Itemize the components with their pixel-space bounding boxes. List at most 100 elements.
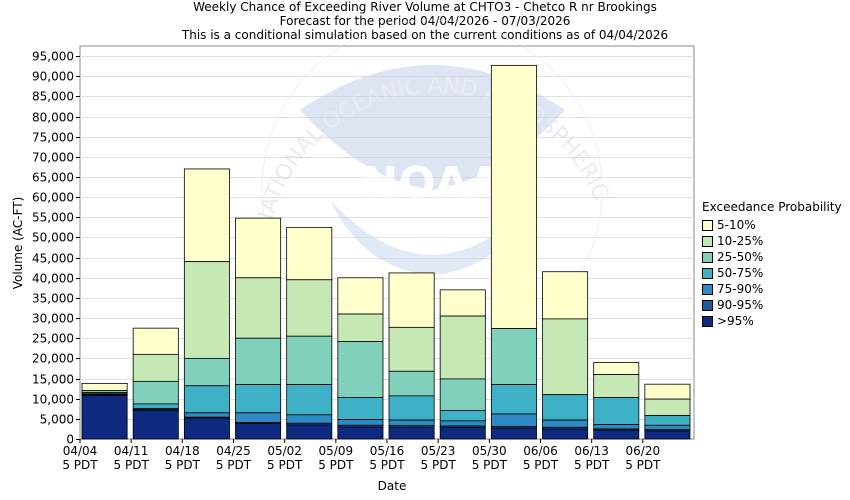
bar-segment — [235, 422, 282, 440]
bar-segment — [286, 279, 333, 337]
legend-label: 90-95% — [717, 298, 764, 312]
x-tick-label-date: 04/25 — [216, 444, 251, 458]
bar-segment — [542, 428, 589, 440]
bar-segment — [542, 419, 589, 428]
y-tick-label: 55,000 — [32, 211, 74, 225]
y-tick-label: 40,000 — [32, 272, 74, 286]
bar-segment — [490, 384, 537, 415]
legend-label: 50-75% — [717, 266, 764, 280]
chart-subtitle-conditions: This is a conditional simulation based o… — [181, 28, 669, 42]
bar-segment — [388, 272, 435, 328]
bar-segment — [490, 64, 537, 329]
bar-segment — [337, 426, 384, 440]
bar-segment — [337, 313, 384, 342]
bar-segment — [132, 380, 179, 405]
bar-segment — [286, 226, 333, 281]
y-tick-label: 60,000 — [32, 191, 74, 205]
y-tick-label: 65,000 — [32, 171, 74, 185]
bar-segment — [542, 271, 589, 320]
bar-segment — [490, 413, 537, 427]
legend-item: >95% — [702, 314, 754, 328]
bar-segment — [132, 403, 179, 409]
y-tick-label: 35,000 — [32, 292, 74, 306]
bar-segment — [235, 217, 282, 279]
x-tick-label-time: 5 PDT — [165, 458, 201, 472]
x-tick-label-date: 05/23 — [421, 444, 456, 458]
bar-segment — [593, 429, 640, 440]
legend-label: 10-25% — [717, 234, 764, 248]
legend-swatch — [702, 267, 713, 279]
bar-segment — [439, 427, 486, 440]
bar-segment — [439, 378, 486, 411]
bar-segment — [490, 427, 537, 440]
watermark-logo-text: NOAA — [361, 158, 502, 209]
y-tick-label: 20,000 — [32, 352, 74, 366]
bar-segment — [81, 382, 128, 392]
chart-subtitle-period: Forecast for the period 04/04/2026 - 07/… — [279, 14, 571, 28]
y-tick-label: 30,000 — [32, 312, 74, 326]
y-tick-label: 25,000 — [32, 332, 74, 346]
bars — [81, 64, 691, 440]
bar-segment — [337, 397, 384, 421]
legend-swatch — [702, 315, 713, 327]
y-tick-label: 15,000 — [32, 373, 74, 387]
bar-segment — [490, 328, 537, 385]
bar-segment — [286, 424, 333, 440]
bar-segment — [183, 357, 230, 387]
x-tick-label-time: 5 PDT — [369, 458, 405, 472]
legend-item: 10-25% — [702, 234, 763, 248]
y-tick-label: 5,000 — [40, 413, 74, 427]
legend-item: 5-10% — [702, 218, 756, 232]
x-tick-label-date: 04/18 — [165, 444, 200, 458]
x-tick-label-date: 04/11 — [114, 444, 149, 458]
bar-segment — [132, 353, 179, 382]
x-tick-label-time: 5 PDT — [421, 458, 457, 472]
bar-segment — [235, 337, 282, 385]
bar-segment — [439, 289, 486, 317]
bar-segment — [439, 409, 486, 422]
bar-segment — [132, 410, 179, 440]
bar-segment — [388, 426, 435, 440]
bar-segment — [644, 424, 691, 431]
x-tick-label-time: 5 PDT — [62, 458, 98, 472]
bar-segment — [593, 424, 640, 430]
y-tick-label: 10,000 — [32, 393, 74, 407]
bar-segment — [132, 327, 179, 355]
legend-title: Exceedance Probability — [702, 200, 842, 214]
legend-swatch — [702, 219, 713, 231]
x-tick-label-date: 05/16 — [370, 444, 405, 458]
bar-segment — [286, 335, 333, 385]
bar-segment — [593, 362, 640, 375]
bar-segment — [337, 277, 384, 315]
bar-segment — [81, 395, 128, 440]
x-tick-label-date: 05/09 — [319, 444, 354, 458]
x-axis-label: Date — [378, 479, 407, 493]
legend-swatch — [702, 251, 713, 263]
y-tick-label: 75,000 — [32, 131, 74, 145]
x-tick-label-time: 5 PDT — [114, 458, 150, 472]
x-tick-label-time: 5 PDT — [625, 458, 661, 472]
x-tick-label-time: 5 PDT — [523, 458, 559, 472]
legend-swatch — [702, 235, 713, 247]
bar-segment — [235, 277, 282, 339]
x-tick-label-time: 5 PDT — [267, 458, 303, 472]
bar-segment — [388, 370, 435, 397]
x-tick-label-time: 5 PDT — [472, 458, 508, 472]
bar-segment — [644, 415, 691, 426]
bar-segment — [644, 430, 691, 440]
legend-label: 25-50% — [717, 250, 764, 264]
y-axis-ticks: 0 5,000 10,000 15,000 20,000 25,000 30,000 35,0… — [32, 50, 80, 447]
legend-item: 50-75% — [702, 266, 763, 280]
bar-segment — [183, 261, 230, 359]
y-axis-label: Volume (AC-FT) — [11, 197, 25, 290]
y-tick-label: 50,000 — [32, 231, 74, 245]
legend-item: 25-50% — [702, 250, 763, 264]
bar-segment — [235, 384, 282, 414]
bar-segment — [183, 412, 230, 418]
bar-segment — [183, 385, 230, 414]
bar-segment — [183, 417, 230, 440]
bar-segment — [235, 412, 282, 423]
bar-segment — [388, 326, 435, 372]
